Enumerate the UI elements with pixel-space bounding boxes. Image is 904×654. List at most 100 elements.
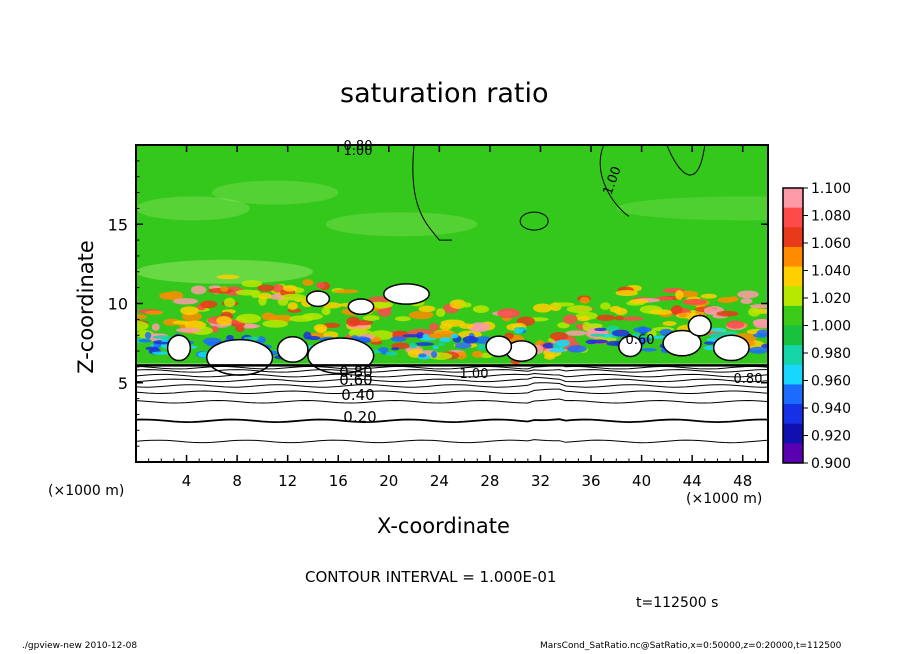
field-patch-low — [590, 333, 605, 337]
colorbar-segment — [783, 246, 803, 268]
field-patch — [472, 350, 483, 358]
contour-line-upper — [412, 145, 452, 241]
contour-line — [136, 388, 768, 395]
field-patch — [394, 316, 411, 322]
field-patch-low — [648, 335, 668, 339]
field-haze — [325, 212, 478, 237]
y-tick-label: 5 — [118, 374, 128, 393]
field-patch — [315, 282, 326, 289]
field-patch — [468, 322, 491, 333]
field-patch — [257, 292, 272, 300]
field-patch — [136, 320, 149, 331]
field-patch-low — [549, 347, 566, 353]
field-patch — [172, 320, 190, 325]
contour-line — [136, 418, 768, 424]
field-patch — [159, 292, 172, 300]
field-patch-low — [408, 342, 418, 349]
field-white-blob — [305, 290, 331, 308]
colorbar: 1.100 1.080 1.060 1.040 1.020 1.000 0.980 0.960… — [782, 181, 851, 472]
colorbar-label: 1.040 — [811, 264, 851, 280]
field-patch — [749, 304, 768, 309]
field-patch — [287, 302, 298, 310]
field-patch — [753, 319, 768, 329]
field-white-blob — [166, 334, 192, 362]
contour-line — [136, 398, 768, 404]
field-patch — [172, 298, 199, 305]
field-patch-low — [450, 333, 459, 339]
field-patch — [302, 279, 314, 286]
field-patch-low — [378, 347, 389, 353]
field-patch — [250, 289, 261, 299]
colorbar-label: 0.920 — [811, 429, 851, 445]
field-patch-low — [594, 327, 607, 332]
field-patch — [621, 316, 644, 321]
field-patch — [418, 305, 436, 313]
field-patch — [579, 296, 590, 304]
field-patch-low — [542, 342, 555, 349]
colorbar-label: 0.960 — [811, 374, 851, 390]
field-white-blob — [382, 283, 430, 305]
colorbar-label: 1.060 — [811, 236, 851, 252]
field-patch-low — [402, 334, 422, 338]
x-tick-label: 44 — [683, 472, 702, 490]
footer-file-info: MarsCond_SatRatio.nc@SatRatio,x=0:50000,… — [540, 641, 842, 651]
field-patch-low — [640, 347, 658, 352]
field-patch — [321, 307, 331, 316]
field-patch — [648, 309, 673, 315]
field-patch-low — [611, 329, 630, 337]
field-patch — [190, 285, 207, 295]
field-patch-low — [567, 345, 587, 353]
field-patch — [682, 298, 707, 306]
contour-line — [136, 364, 768, 370]
x-unit-left: (×1000 m) — [48, 483, 125, 499]
field-patch — [748, 307, 761, 317]
field-white-blob — [347, 298, 375, 316]
field-patch — [151, 323, 160, 331]
y-axis-ticks: 5 10 15 — [108, 160, 768, 447]
colorbar-segment — [783, 345, 803, 366]
footer-program-info: ./gpview-new 2010-12-08 — [22, 641, 138, 651]
colorbar-label: 1.000 — [811, 319, 851, 335]
field-haze — [211, 180, 339, 205]
field-patch — [282, 285, 298, 292]
field-patch-low — [144, 331, 152, 339]
colorbar-label: 1.020 — [811, 291, 851, 307]
field-patch — [461, 302, 472, 308]
field-patch — [717, 296, 736, 304]
x-tick-label: 48 — [733, 472, 752, 490]
contour-label: 0.40 — [341, 386, 374, 404]
field-patch-low — [439, 337, 452, 343]
x-unit-right: (×1000 m) — [686, 491, 763, 507]
field-patch-low — [432, 345, 439, 350]
field-patch-low — [414, 342, 434, 346]
y-axis-label: Z-coordinate — [74, 240, 98, 374]
field-patch — [582, 321, 591, 331]
x-tick-label: 32 — [531, 472, 550, 490]
colorbar-segment — [783, 404, 803, 425]
colorbar-segment — [783, 188, 803, 209]
field-patch-low — [431, 351, 438, 359]
contour-line — [136, 382, 768, 388]
field-patch — [200, 300, 218, 309]
x-tick-label: 16 — [329, 472, 348, 490]
field-patch — [703, 306, 717, 315]
y-tick-label: 15 — [108, 215, 128, 234]
field-patch — [600, 302, 611, 310]
field-patch — [588, 323, 603, 329]
field-patch-low — [151, 351, 170, 355]
field-patch — [501, 317, 512, 322]
contour-label: 0.20 — [343, 408, 376, 426]
field-patch-low — [514, 329, 524, 334]
field-patch — [615, 290, 639, 297]
field-white-blob — [687, 314, 712, 337]
x-axis-ticks: 4 8 12 16 20 24 28 32 36 40 44 48 — [148, 145, 756, 490]
y-tick-label: 10 — [108, 295, 128, 314]
x-tick-label: 24 — [430, 472, 449, 490]
field-patch — [175, 327, 202, 333]
field-patch-low — [710, 327, 726, 332]
x-tick-label: 28 — [480, 472, 499, 490]
field-patch-low — [390, 347, 400, 351]
field-patch-low — [721, 330, 738, 336]
contour-label: 0.80 — [734, 372, 763, 387]
field-patch — [562, 314, 578, 325]
